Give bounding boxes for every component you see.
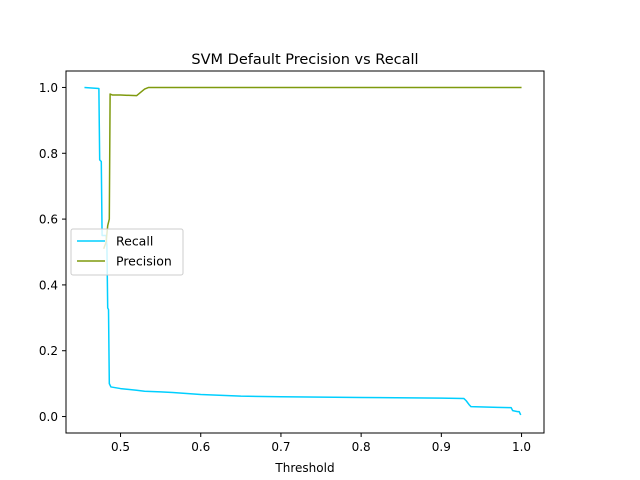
legend-recall-label: Recall [116,234,153,249]
plot-frame [65,70,545,434]
y-tick-label: 0.2 [39,344,58,358]
y-tick-label: 0.8 [39,147,58,161]
x-tick-label: 1.0 [512,440,531,454]
y-tick-label: 0.6 [39,213,58,227]
y-axis: 0.0 0.2 0.4 0.6 0.8 1.0 [39,81,66,424]
legend-precision-label: Precision [116,254,172,269]
x-tick-label: 0.9 [432,440,451,454]
chart-title: SVM Default Precision vs Recall [191,52,418,68]
x-tick-label: 0.6 [191,440,210,454]
x-axis-title: Threshold [274,461,334,475]
precision-line [102,86,522,249]
y-tick-label: 0.4 [39,278,58,292]
x-tick-label: 0.7 [271,440,290,454]
legend: Recall Precision [70,228,184,276]
x-tick-label: 0.8 [352,440,371,454]
y-tick-label: 0.0 [39,410,58,424]
x-tick-label: 0.5 [111,440,130,454]
x-axis: 0.5 0.6 0.7 0.8 0.9 1.0 [111,433,531,454]
y-tick-label: 1.0 [39,81,58,95]
